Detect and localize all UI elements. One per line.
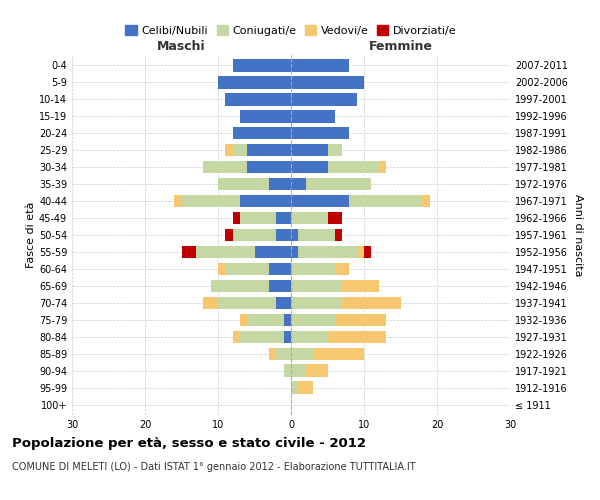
Bar bbox=[379, 160, 386, 173]
Bar bbox=[181, 194, 240, 207]
Bar bbox=[218, 296, 277, 310]
Bar bbox=[291, 160, 328, 173]
Text: COMUNE DI MELETI (LO) - Dati ISTAT 1° gennaio 2012 - Elaborazione TUTTITALIA.IT: COMUNE DI MELETI (LO) - Dati ISTAT 1° ge… bbox=[12, 462, 416, 472]
Bar bbox=[291, 228, 298, 241]
Bar bbox=[218, 76, 291, 88]
Bar bbox=[182, 246, 196, 258]
Bar bbox=[196, 246, 254, 258]
Bar bbox=[203, 160, 247, 173]
Bar bbox=[291, 144, 328, 156]
Bar bbox=[174, 194, 182, 207]
Bar bbox=[298, 228, 335, 241]
Bar bbox=[277, 296, 291, 310]
Bar bbox=[211, 280, 269, 292]
Bar bbox=[269, 280, 291, 292]
Bar bbox=[247, 160, 291, 173]
Bar bbox=[298, 246, 357, 258]
Bar bbox=[247, 144, 291, 156]
Bar bbox=[277, 212, 291, 224]
Bar bbox=[342, 280, 379, 292]
Bar bbox=[269, 178, 291, 190]
Bar bbox=[291, 212, 328, 224]
Bar bbox=[284, 314, 291, 326]
Bar bbox=[422, 194, 430, 207]
Bar bbox=[218, 262, 226, 276]
Bar bbox=[291, 296, 342, 310]
Bar bbox=[356, 246, 364, 258]
Bar bbox=[291, 348, 313, 360]
Bar bbox=[254, 246, 291, 258]
Bar bbox=[284, 364, 291, 377]
Bar bbox=[291, 126, 349, 140]
Bar bbox=[291, 93, 356, 106]
Bar bbox=[226, 228, 233, 241]
Bar bbox=[305, 178, 371, 190]
Bar bbox=[291, 262, 335, 276]
Bar bbox=[291, 178, 305, 190]
Bar bbox=[335, 262, 349, 276]
Bar bbox=[233, 59, 291, 72]
Bar bbox=[291, 330, 328, 344]
Bar bbox=[328, 160, 379, 173]
Bar bbox=[226, 144, 233, 156]
Bar bbox=[291, 382, 298, 394]
Y-axis label: Fasce di età: Fasce di età bbox=[26, 202, 36, 268]
Bar bbox=[277, 348, 291, 360]
Bar bbox=[291, 194, 349, 207]
Bar bbox=[240, 110, 291, 122]
Bar bbox=[335, 228, 342, 241]
Bar bbox=[226, 262, 269, 276]
Bar bbox=[269, 262, 291, 276]
Text: Maschi: Maschi bbox=[157, 40, 206, 54]
Bar bbox=[364, 246, 371, 258]
Bar bbox=[291, 110, 335, 122]
Bar bbox=[291, 364, 305, 377]
Bar bbox=[218, 178, 269, 190]
Bar bbox=[203, 296, 218, 310]
Bar bbox=[349, 194, 422, 207]
Bar bbox=[298, 382, 313, 394]
Y-axis label: Anni di nascita: Anni di nascita bbox=[573, 194, 583, 276]
Bar bbox=[233, 212, 240, 224]
Bar bbox=[291, 76, 364, 88]
Bar bbox=[240, 194, 291, 207]
Bar bbox=[233, 228, 277, 241]
Bar bbox=[284, 330, 291, 344]
Bar bbox=[335, 314, 386, 326]
Bar bbox=[277, 228, 291, 241]
Bar bbox=[226, 93, 291, 106]
Bar bbox=[240, 330, 284, 344]
Text: Popolazione per età, sesso e stato civile - 2012: Popolazione per età, sesso e stato civil… bbox=[12, 438, 366, 450]
Bar bbox=[291, 246, 298, 258]
Bar bbox=[240, 212, 277, 224]
Bar bbox=[291, 59, 349, 72]
Bar bbox=[240, 314, 247, 326]
Bar bbox=[269, 348, 277, 360]
Text: Femmine: Femmine bbox=[368, 40, 433, 54]
Bar bbox=[247, 314, 284, 326]
Bar bbox=[305, 364, 328, 377]
Bar bbox=[233, 144, 247, 156]
Bar bbox=[233, 126, 291, 140]
Bar bbox=[233, 330, 240, 344]
Bar bbox=[291, 280, 342, 292]
Bar bbox=[342, 296, 401, 310]
Bar bbox=[328, 212, 342, 224]
Bar bbox=[328, 330, 386, 344]
Bar bbox=[313, 348, 364, 360]
Legend: Celibi/Nubili, Coniugati/e, Vedovi/e, Divorziati/e: Celibi/Nubili, Coniugati/e, Vedovi/e, Di… bbox=[121, 21, 461, 40]
Bar bbox=[291, 314, 335, 326]
Bar bbox=[328, 144, 342, 156]
